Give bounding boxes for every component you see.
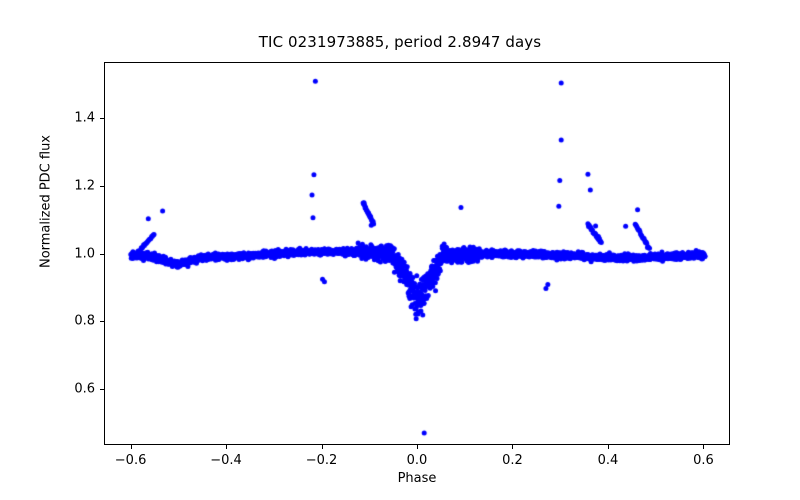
x-tick-label: −0.4 bbox=[210, 453, 242, 468]
y-tick-label: 0.6 bbox=[74, 381, 95, 397]
x-tick-mark bbox=[512, 445, 514, 449]
x-tick-label: 0.4 bbox=[597, 453, 619, 468]
scatter-plot-canvas bbox=[105, 63, 731, 446]
y-tick-mark bbox=[100, 117, 104, 119]
x-tick-label: 0.2 bbox=[502, 453, 523, 468]
y-axis-label: Normalized PDC flux bbox=[38, 134, 54, 269]
y-tick-mark bbox=[100, 321, 104, 323]
x-tick-label: 0.6 bbox=[693, 453, 714, 468]
y-tick-mark bbox=[100, 253, 104, 255]
y-tick-label: 1.4 bbox=[74, 110, 95, 126]
y-tick-label: 0.8 bbox=[74, 313, 95, 329]
x-tick-label: 0.0 bbox=[406, 453, 428, 468]
x-tick-label: −0.6 bbox=[114, 453, 147, 468]
x-tick-mark bbox=[703, 445, 705, 449]
x-tick-label: −0.2 bbox=[305, 453, 338, 468]
x-tick-mark bbox=[321, 445, 323, 449]
x-axis-label: Phase bbox=[397, 471, 437, 486]
y-tick-mark bbox=[100, 389, 104, 391]
x-tick-mark bbox=[130, 445, 132, 449]
y-tick-label: 1.0 bbox=[74, 246, 95, 261]
chart-title: TIC 0231973885, period 2.8947 days bbox=[258, 33, 542, 51]
y-tick-mark bbox=[100, 185, 104, 187]
x-tick-mark bbox=[226, 445, 228, 449]
y-tick-label: 1.2 bbox=[74, 178, 95, 194]
plot-area bbox=[104, 62, 731, 446]
x-tick-mark bbox=[607, 445, 609, 449]
x-tick-mark bbox=[417, 445, 418, 449]
